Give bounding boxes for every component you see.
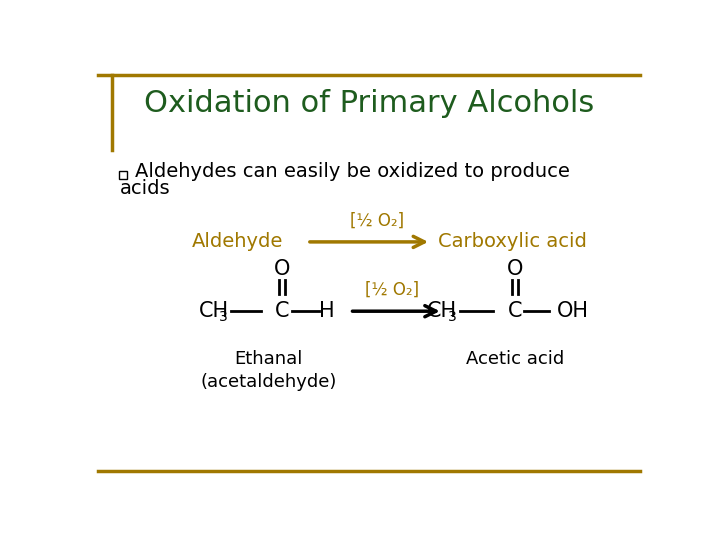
Bar (120, 171, 127, 179)
Text: H: H (318, 301, 334, 321)
Text: Oxidation of Primary Alcohols: Oxidation of Primary Alcohols (144, 89, 594, 118)
Text: acids: acids (120, 179, 170, 198)
Text: Aldehyde: Aldehyde (192, 232, 283, 252)
Text: CH: CH (199, 301, 229, 321)
Text: Aldehydes can easily be oxidized to produce: Aldehydes can easily be oxidized to prod… (135, 161, 570, 180)
Text: Acetic acid: Acetic acid (466, 350, 564, 368)
Text: 3: 3 (220, 310, 228, 325)
Text: OH: OH (557, 301, 588, 321)
Text: CH: CH (427, 301, 457, 321)
Text: 3: 3 (448, 310, 456, 325)
Text: Ethanal
(acetaldehyde): Ethanal (acetaldehyde) (200, 350, 336, 392)
Text: C: C (508, 301, 522, 321)
Text: [½ O₂]: [½ O₂] (365, 281, 419, 299)
Text: O: O (274, 259, 290, 279)
Text: Carboxylic acid: Carboxylic acid (438, 232, 587, 252)
Text: C: C (275, 301, 289, 321)
Text: [½ O₂]: [½ O₂] (350, 211, 404, 230)
Text: O: O (506, 259, 523, 279)
